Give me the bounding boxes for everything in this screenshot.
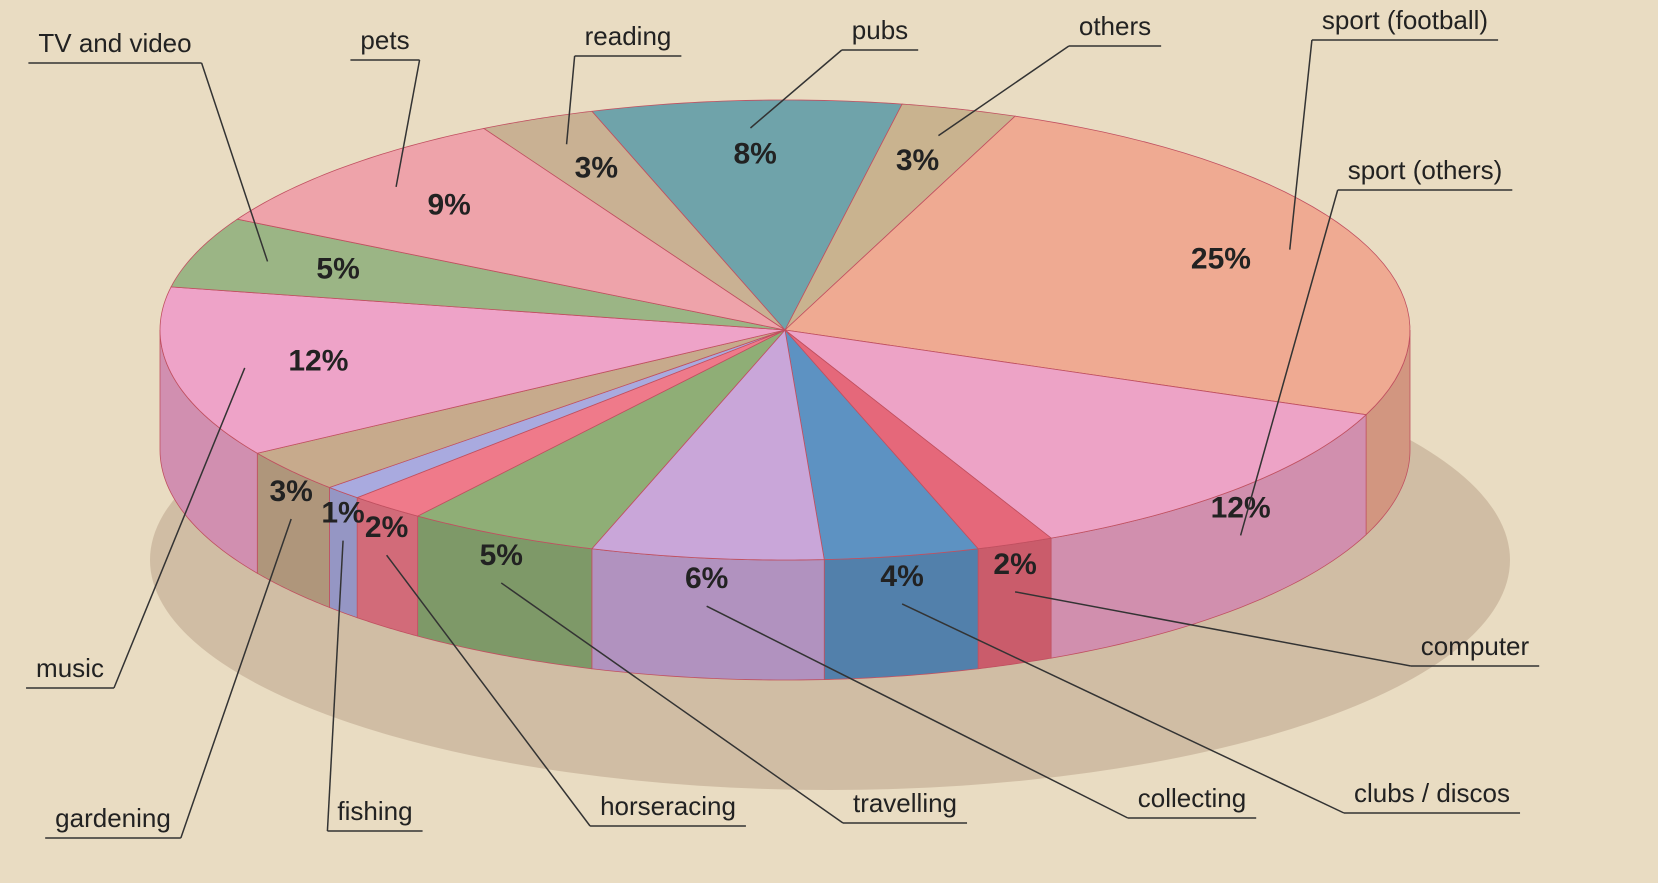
category-label: sport (football): [1322, 5, 1488, 35]
slice: [784, 115, 1411, 416]
category-label: music: [36, 653, 104, 683]
slice: [416, 329, 786, 550]
value-label: 1%: [321, 497, 364, 530]
value-label: 3%: [575, 151, 618, 184]
slice: [328, 329, 786, 499]
category-label: clubs / discos: [1354, 778, 1510, 808]
slice: [784, 103, 1016, 331]
value-label: 2%: [993, 548, 1036, 581]
category-label: pets: [360, 25, 409, 55]
slice: [256, 329, 786, 488]
value-label: 5%: [316, 253, 359, 286]
value-label: 3%: [269, 475, 312, 508]
slice: [591, 329, 825, 561]
leader-line: [113, 367, 246, 689]
leader-line: [180, 518, 292, 839]
leader-line: [749, 49, 843, 129]
leader-line: [938, 45, 1070, 137]
slice: [236, 128, 786, 331]
leader-line: [901, 603, 1345, 814]
value-label: 3%: [896, 144, 939, 177]
value-label: 8%: [733, 137, 776, 170]
leader-line: [1289, 39, 1313, 250]
value-label: 5%: [480, 539, 523, 572]
slice: [784, 328, 979, 560]
slice: [784, 329, 1053, 550]
category-label: fishing: [337, 796, 412, 826]
slice: [356, 329, 786, 517]
category-label: sport (others): [1348, 155, 1503, 185]
category-label: computer: [1421, 631, 1530, 661]
leader-line: [1239, 189, 1339, 536]
category-label: TV and video: [38, 28, 191, 58]
category-label: collecting: [1138, 783, 1246, 813]
value-label: 12%: [1211, 491, 1271, 524]
leader-line: [706, 605, 1129, 819]
category-label: horseracing: [600, 791, 736, 821]
category-label: gardening: [55, 803, 171, 833]
leader-line: [565, 55, 576, 145]
leader-line: [386, 554, 591, 827]
leader-line: [326, 540, 344, 832]
slice: [783, 329, 1368, 539]
value-label: 12%: [288, 345, 348, 378]
leader-line: [500, 582, 844, 824]
category-label: reading: [585, 21, 672, 51]
value-label: 4%: [880, 560, 923, 593]
leader-line: [200, 62, 269, 262]
slice: [482, 110, 786, 331]
category-label: pubs: [852, 15, 908, 45]
slice: [170, 218, 786, 331]
leader-line: [395, 59, 421, 188]
category-label: travelling: [853, 788, 957, 818]
value-label: 9%: [427, 188, 470, 221]
leader-line: [1014, 591, 1411, 667]
slice: [159, 286, 786, 454]
category-label: others: [1079, 11, 1151, 41]
value-label: 2%: [365, 511, 408, 544]
value-label: 25%: [1191, 243, 1251, 276]
value-label: 6%: [685, 562, 728, 595]
slice: [591, 99, 903, 331]
